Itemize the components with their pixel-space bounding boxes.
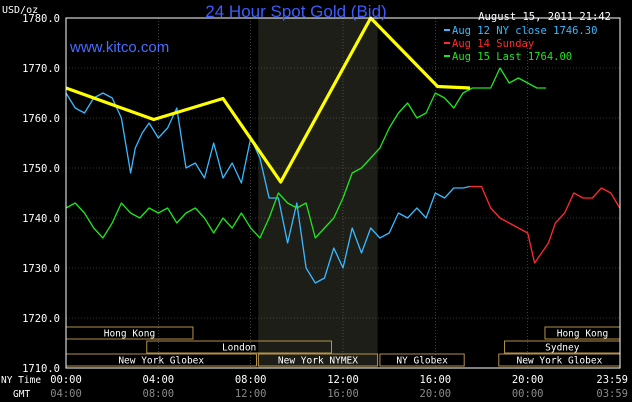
nymex-session-shading <box>258 18 378 368</box>
x-tick-label-ny: 04:00 <box>143 374 175 386</box>
session-box <box>146 340 332 354</box>
y-unit-label: USD/oz <box>2 5 38 16</box>
x-tick-label-ny: 00:00 <box>50 374 82 386</box>
y-tick-label: 1730.0 <box>22 263 60 275</box>
y-tick-label: 1750.0 <box>22 163 60 175</box>
x-tick-label-ny: 20:00 <box>512 374 544 386</box>
legend-entry: Aug 15 Last 1764.00 <box>452 51 572 63</box>
chart-title: 24 Hour Spot Gold (Bid) <box>205 2 386 21</box>
website-label: www.kitco.com <box>69 39 169 56</box>
series-line <box>470 185 621 264</box>
session-label: NY Globex <box>396 356 448 367</box>
session-box <box>257 353 379 367</box>
series-line <box>65 67 547 239</box>
y-tick-label: 1780.0 <box>22 13 60 25</box>
y-tick-label: 1760.0 <box>22 113 60 125</box>
x-tick-label-gmt: 16:00 <box>327 388 359 400</box>
x-tick-label-gmt: 00:00 <box>512 388 544 400</box>
x-tick-label-gmt: 04:00 <box>50 388 82 400</box>
x-tick-label-gmt: 20:00 <box>420 388 452 400</box>
x-axis-ticks: 00:00 04:00 04:00 08:00 08:00 12:00 12:00 16:00… <box>50 374 628 400</box>
session-label: Sydney <box>545 343 580 354</box>
gmt-row-label: GMT <box>13 389 30 400</box>
y-tick-label: 1720.0 <box>22 313 60 325</box>
session-box <box>379 353 465 367</box>
y-tick-label: 1710.0 <box>22 363 60 375</box>
x-tick-label-ny: 08:00 <box>235 374 267 386</box>
x-tick-label-ny: 12:00 <box>327 374 359 386</box>
x-tick-label-gmt: 12:00 <box>235 388 267 400</box>
session-label: New York NYMEX <box>278 356 358 367</box>
x-tick-label-ny: 23:59 <box>596 374 628 386</box>
trend-line <box>65 16 471 184</box>
y-axis-ticks: 1710.0 1720.0 1730.0 1740.0 1750.0 1760.0 1770… <box>22 13 60 375</box>
session-label: Hong Kong <box>557 329 608 340</box>
x-tick-label-gmt: 08:00 <box>143 388 175 400</box>
ny-time-row-label: NY Time <box>1 375 41 386</box>
x-tick-label-gmt: 03:59 <box>596 388 628 400</box>
y-tick-label: 1740.0 <box>22 213 60 225</box>
series-line <box>65 92 471 284</box>
legend-entry: Aug 12 NY close 1746.30 <box>452 25 597 37</box>
chart-date: August 15, 2011 21:42 <box>478 11 611 23</box>
chart-series <box>65 16 621 284</box>
session-label: New York Globex <box>517 356 603 367</box>
legend-entry: Aug 14 Sunday <box>452 38 534 50</box>
plot-border <box>65 17 621 369</box>
y-tick-label: 1770.0 <box>22 63 60 75</box>
session-label: Hong Kong <box>104 329 155 340</box>
x-tick-label-ny: 16:00 <box>420 374 452 386</box>
session-label: London <box>222 343 256 354</box>
session-label: New York Globex <box>118 356 204 367</box>
